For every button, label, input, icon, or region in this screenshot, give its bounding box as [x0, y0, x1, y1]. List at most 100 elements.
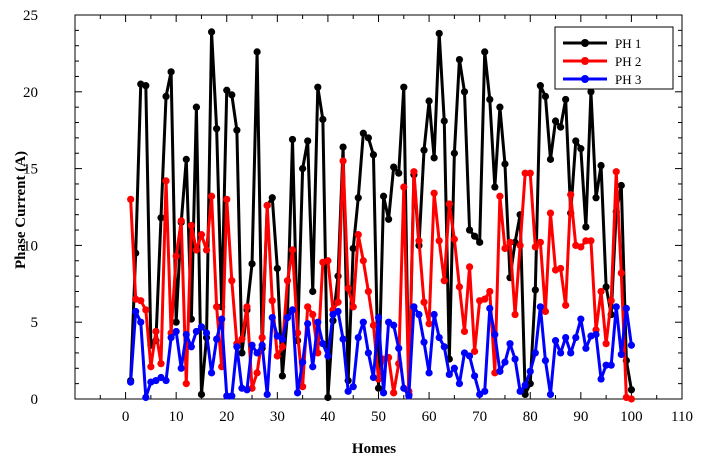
data-point-ph1: [602, 283, 610, 291]
data-point-ph2: [435, 237, 443, 245]
data-point-ph1: [157, 214, 165, 222]
data-point-ph3: [137, 318, 145, 326]
data-point-ph3: [395, 344, 403, 352]
data-point-ph3: [486, 304, 494, 312]
data-point-ph2: [127, 195, 135, 203]
data-point-ph1: [213, 125, 221, 133]
data-point-ph2: [597, 287, 605, 296]
data-point-ph3: [501, 358, 509, 366]
data-point-ph2: [152, 327, 160, 336]
data-point-ph1: [233, 126, 241, 134]
data-point-ph3: [202, 329, 211, 337]
data-point-ph3: [521, 381, 529, 389]
data-point-ph2: [445, 200, 453, 208]
data-point-ph2: [192, 246, 200, 254]
data-point-ph3: [309, 363, 317, 371]
y-tick-label: 5: [31, 315, 39, 331]
data-point-ph1: [400, 83, 408, 91]
data-point-ph2: [288, 246, 297, 254]
data-point-ph1: [374, 384, 383, 392]
data-point-ph3: [197, 323, 206, 331]
data-point-ph3: [192, 327, 200, 336]
data-point-ph1: [162, 92, 170, 101]
data-point-ph2: [562, 301, 570, 309]
data-point-ph3: [602, 361, 610, 369]
data-point-ph2: [577, 243, 585, 251]
legend-marker-ph2: [581, 57, 589, 65]
x-tick-label: 10: [169, 409, 184, 425]
data-point-ph3: [374, 313, 383, 322]
data-point-ph2: [299, 383, 307, 391]
data-point-ph1: [430, 154, 438, 162]
data-point-ph1: [471, 232, 479, 240]
data-point-ph1: [379, 192, 388, 200]
data-point-ph3: [455, 380, 464, 388]
data-point-ph2: [415, 237, 423, 245]
data-point-ph3: [182, 330, 190, 339]
data-point-ph2: [354, 231, 362, 239]
data-point-ph1: [557, 123, 565, 131]
data-point-ph2: [536, 238, 544, 246]
data-point-ph3: [127, 378, 135, 386]
data-point-ph2: [359, 257, 367, 265]
data-point-ph2: [410, 168, 418, 176]
data-point-ph1: [319, 115, 327, 124]
data-point-ph1: [182, 155, 190, 163]
data-point-ph3: [410, 303, 418, 311]
data-point-ph1: [228, 91, 236, 99]
data-point-ph1: [536, 82, 544, 90]
data-point-ph1: [248, 260, 256, 268]
data-point-ph3: [415, 310, 423, 319]
data-point-ph3: [627, 341, 636, 349]
data-point-ph3: [187, 343, 195, 351]
data-point-ph2: [465, 263, 474, 271]
data-point-ph3: [496, 367, 504, 375]
data-point-ph2: [223, 195, 231, 203]
series-line-ph1: [129, 30, 633, 399]
data-point-ph3: [288, 306, 297, 314]
data-point-ph2: [521, 169, 529, 177]
data-point-ph2: [455, 283, 464, 291]
data-point-ph2: [546, 209, 555, 217]
series-layer: [127, 28, 636, 403]
data-point-ph1: [562, 95, 570, 104]
data-point-ph1: [627, 386, 636, 394]
y-tick-label: 25: [23, 8, 38, 24]
x-tick-label: 0: [122, 409, 130, 425]
data-point-ph2: [481, 295, 489, 303]
data-point-ph2: [587, 237, 595, 245]
data-point-ph1: [309, 287, 317, 296]
data-point-ph1: [420, 146, 428, 154]
data-point-ph3: [268, 313, 276, 322]
data-point-ph2: [177, 217, 185, 225]
data-point-ph3: [435, 333, 443, 342]
data-point-ph2: [238, 335, 246, 343]
data-point-ph3: [531, 349, 539, 357]
data-point-ph2: [324, 257, 332, 265]
data-point-ph3: [506, 340, 514, 348]
data-point-ph1: [273, 264, 281, 273]
data-point-ph1: [551, 117, 560, 125]
data-point-ph3: [324, 352, 332, 360]
data-point-ph3: [572, 333, 580, 342]
data-point-ph2: [293, 329, 302, 337]
data-point-ph2: [304, 303, 312, 311]
data-point-ph2: [157, 360, 165, 368]
y-tick-label: 20: [23, 85, 38, 101]
data-point-ph3: [597, 375, 605, 383]
data-point-ph1: [486, 95, 494, 104]
data-point-ph2: [268, 297, 276, 305]
x-axis-title: Homes: [352, 441, 396, 457]
data-point-ph3: [390, 321, 398, 329]
legend-marker-ph3: [581, 75, 589, 83]
x-tick-label: 40: [320, 409, 335, 425]
data-point-ph1: [450, 149, 458, 157]
data-point-ph1: [577, 145, 585, 153]
data-point-ph2: [400, 183, 408, 191]
data-point-ph2: [430, 189, 438, 197]
data-point-ph2: [496, 192, 504, 200]
data-point-ph1: [460, 88, 469, 96]
legend-label-ph2: PH 2: [615, 54, 641, 69]
x-tick-label: 70: [472, 409, 487, 425]
